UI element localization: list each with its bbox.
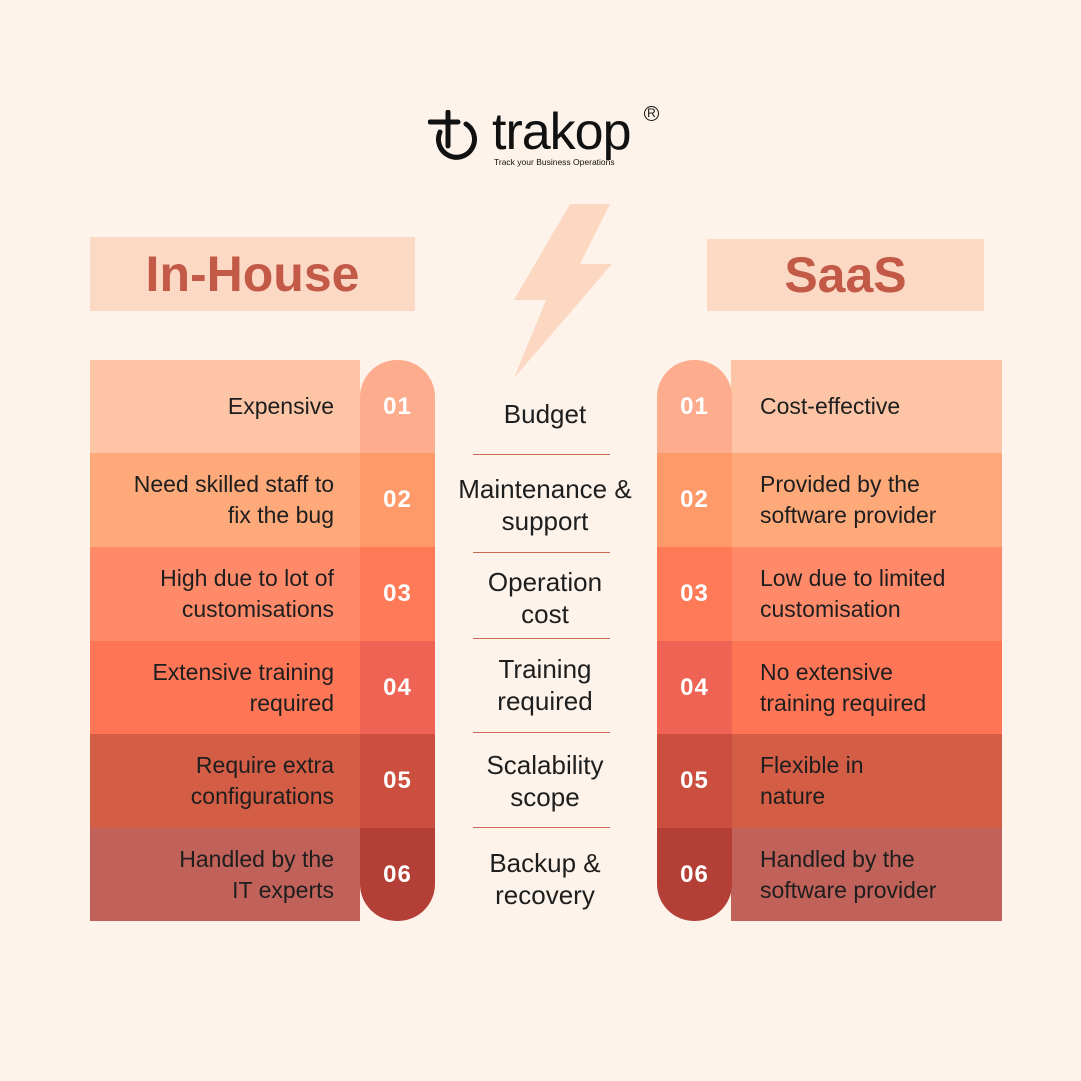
inhouse-number-6: 06 (360, 828, 435, 921)
brand-name: trakop (492, 103, 632, 161)
criterion-4-text: Training required (497, 654, 593, 716)
saas-text-3: Low due to limited customisation (760, 565, 946, 622)
inhouse-text-1: Expensive (227, 393, 334, 419)
saas-text-1: Cost-effective (760, 393, 901, 419)
saas-text-4: No extensive training required (760, 658, 927, 716)
inhouse-row-4: Extensive training required (90, 641, 360, 734)
inhouse-heading-box: In-House (90, 237, 415, 311)
inhouse-row-2: Need skilled staff to fix the bug (90, 453, 360, 547)
saas-heading-box: SaaS (707, 239, 984, 311)
saas-heading: SaaS (784, 247, 907, 303)
inhouse-row-6: Handled by the IT experts (90, 828, 360, 921)
saas-row-5: Flexible in nature (731, 734, 1002, 828)
divider-5 (473, 827, 610, 828)
inhouse-text-6: Handled by the IT experts (179, 845, 334, 903)
saas-row-1: Cost-effective (731, 360, 1002, 453)
saas-row-3: Low due to limited customisation (731, 547, 1002, 641)
divider-1 (473, 454, 610, 455)
trakop-logo: trakop R Track your Business Operations (428, 104, 668, 172)
inhouse-number-2: 02 (360, 453, 435, 547)
inhouse-row-1: Expensive (90, 360, 360, 453)
divider-4 (473, 732, 610, 733)
inhouse-row-3: High due to lot of customisations (90, 547, 360, 641)
saas-row-6: Handled by the software provider (731, 828, 1002, 921)
inhouse-text-3: High due to lot of customisations (160, 565, 334, 622)
inhouse-number-1: 01 (360, 360, 435, 453)
inhouse-number-3: 03 (360, 547, 435, 641)
criterion-3-text: Operation cost (487, 567, 603, 629)
inhouse-heading: In-House (145, 246, 360, 302)
criterion-5: Scalability scope (455, 749, 635, 813)
registered-mark: R (644, 106, 659, 121)
criterion-6-text: Backup & recovery (489, 848, 601, 910)
inhouse-text-5: Require extra configurations (190, 752, 334, 809)
criterion-6: Backup & recovery (455, 847, 635, 911)
saas-row-2: Provided by the software provider (731, 453, 1002, 547)
saas-text-6: Handled by the software provider (760, 845, 937, 903)
criterion-2: Maintenance & support (458, 474, 632, 536)
lightning-bolt-icon (514, 204, 612, 378)
trakop-logo-icon (428, 110, 477, 160)
inhouse-number-5: 05 (360, 734, 435, 828)
saas-row-4: No extensive training required (731, 641, 1002, 734)
saas-number-3: 03 (657, 547, 732, 641)
criterion-3: Operation cost (455, 566, 635, 630)
brand-tagline: Track your Business Operations (494, 157, 615, 167)
saas-text-2: Provided by the software provider (760, 471, 937, 528)
saas-number-5: 05 (657, 734, 732, 828)
inhouse-number-strip: 01 02 03 04 05 06 (360, 360, 435, 921)
saas-number-4: 04 (657, 641, 732, 734)
criterion-4: Training required (455, 653, 635, 717)
criterion-5-text: Scalability scope (486, 750, 604, 812)
inhouse-row-5: Require extra configurations (90, 734, 360, 828)
divider-2 (473, 552, 610, 553)
saas-text-5: Flexible in nature (760, 752, 864, 809)
inhouse-text-2: Need skilled staff to fix the bug (133, 471, 334, 528)
criterion-1: Budget (503, 399, 587, 429)
saas-number-6: 06 (657, 828, 732, 921)
saas-number-2: 02 (657, 453, 732, 547)
saas-number-1: 01 (657, 360, 732, 453)
divider-3 (473, 638, 610, 639)
inhouse-text-4: Extensive training required (152, 658, 334, 716)
inhouse-number-4: 04 (360, 641, 435, 734)
saas-number-strip: 01 02 03 04 05 06 (657, 360, 732, 921)
